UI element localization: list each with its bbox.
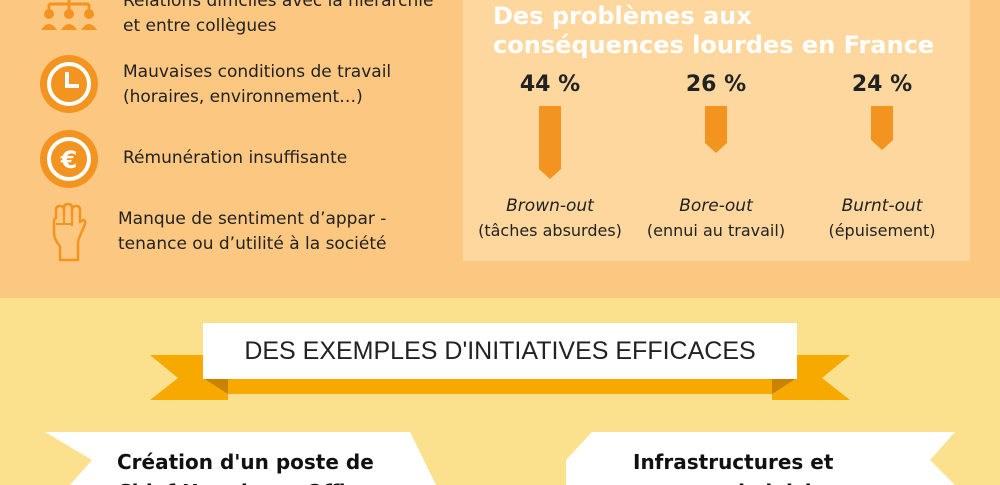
stat-sublabel: (tâches absurdes)	[478, 221, 622, 240]
causes-section: Relations difficiles avec la hiérarchie …	[0, 0, 1000, 298]
stat-sublabel: (ennui au travail)	[646, 221, 786, 240]
card-chief-happiness: Création d'un poste de Chief Happiness O…	[117, 450, 381, 485]
raised-fist-icon	[50, 202, 88, 266]
cause-text: Rémunération insuffisante	[123, 148, 348, 168]
stat-label: Burnt-out	[841, 196, 923, 216]
hierarchy-people-icon	[40, 0, 98, 46]
stat-percent: 44 %	[519, 72, 581, 97]
stat-label: Bore-out	[679, 196, 753, 216]
stat-bar	[705, 106, 727, 154]
stat-percent: 24 %	[851, 72, 913, 97]
stat-bar	[539, 106, 561, 179]
stat-label: Brown-out	[506, 196, 594, 216]
stat-sublabel: (épuisement)	[828, 221, 936, 240]
stat-bore-out: 26 % Bore-out (ennui au travail)	[631, 70, 801, 240]
stat-bar	[871, 106, 893, 151]
stat-brown-out: 44 % Brown-out (tâches absurdes)	[465, 70, 635, 240]
ribbon-strip	[228, 378, 772, 394]
svg-text:€: €	[60, 146, 78, 174]
causes-list: Relations difficiles avec la hiérarchie …	[0, 0, 450, 298]
cause-text: Manque de sentiment d’appar - tenance ou…	[118, 209, 387, 254]
cause-text: Relations difficiles avec la hiérarchie …	[123, 0, 434, 36]
euro-icon: €	[40, 130, 98, 188]
card-infrastructures: Infrastructures et espaces de loisirs	[633, 450, 834, 485]
cause-text: Mauvaises conditions de travail (horaire…	[123, 62, 392, 107]
panel-title: Des problèmes aux conséquences lourdes e…	[493, 2, 935, 59]
stat-percent: 26 %	[685, 72, 747, 97]
section-banner-title: DES EXEMPLES D'INITIATIVES EFFICACES	[203, 323, 797, 379]
clock-icon	[40, 55, 98, 113]
consequences-panel: Des problèmes aux conséquences lourdes e…	[463, 0, 970, 261]
stat-burnt-out: 24 % Burnt-out (épuisement)	[797, 70, 967, 240]
